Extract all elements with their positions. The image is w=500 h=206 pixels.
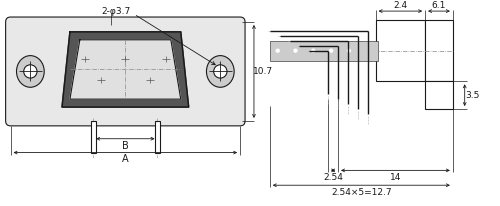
- Bar: [425, 20, 453, 81]
- Text: 10.7: 10.7: [253, 67, 273, 76]
- Text: 6.1: 6.1: [432, 1, 446, 10]
- Text: 14: 14: [390, 173, 401, 182]
- Text: A: A: [122, 154, 128, 165]
- Bar: [90, 121, 96, 153]
- Circle shape: [214, 65, 227, 78]
- Circle shape: [348, 49, 350, 52]
- Bar: [155, 121, 160, 153]
- Bar: [376, 20, 425, 81]
- Circle shape: [330, 49, 332, 52]
- Text: 2-φ3.7: 2-φ3.7: [102, 7, 131, 16]
- Bar: [270, 41, 378, 61]
- Text: 2.54: 2.54: [323, 173, 343, 182]
- Circle shape: [276, 49, 279, 52]
- FancyBboxPatch shape: [6, 17, 245, 126]
- Polygon shape: [70, 40, 180, 99]
- Text: 2.4: 2.4: [394, 1, 407, 10]
- Text: 2.54×5=12.7: 2.54×5=12.7: [331, 188, 392, 197]
- Ellipse shape: [16, 56, 44, 87]
- Circle shape: [312, 49, 315, 52]
- Polygon shape: [62, 32, 188, 107]
- Text: B: B: [122, 141, 128, 151]
- Circle shape: [24, 65, 37, 78]
- Circle shape: [294, 49, 297, 52]
- Ellipse shape: [206, 56, 234, 87]
- Bar: [425, 81, 453, 109]
- Text: 3.5: 3.5: [466, 91, 480, 100]
